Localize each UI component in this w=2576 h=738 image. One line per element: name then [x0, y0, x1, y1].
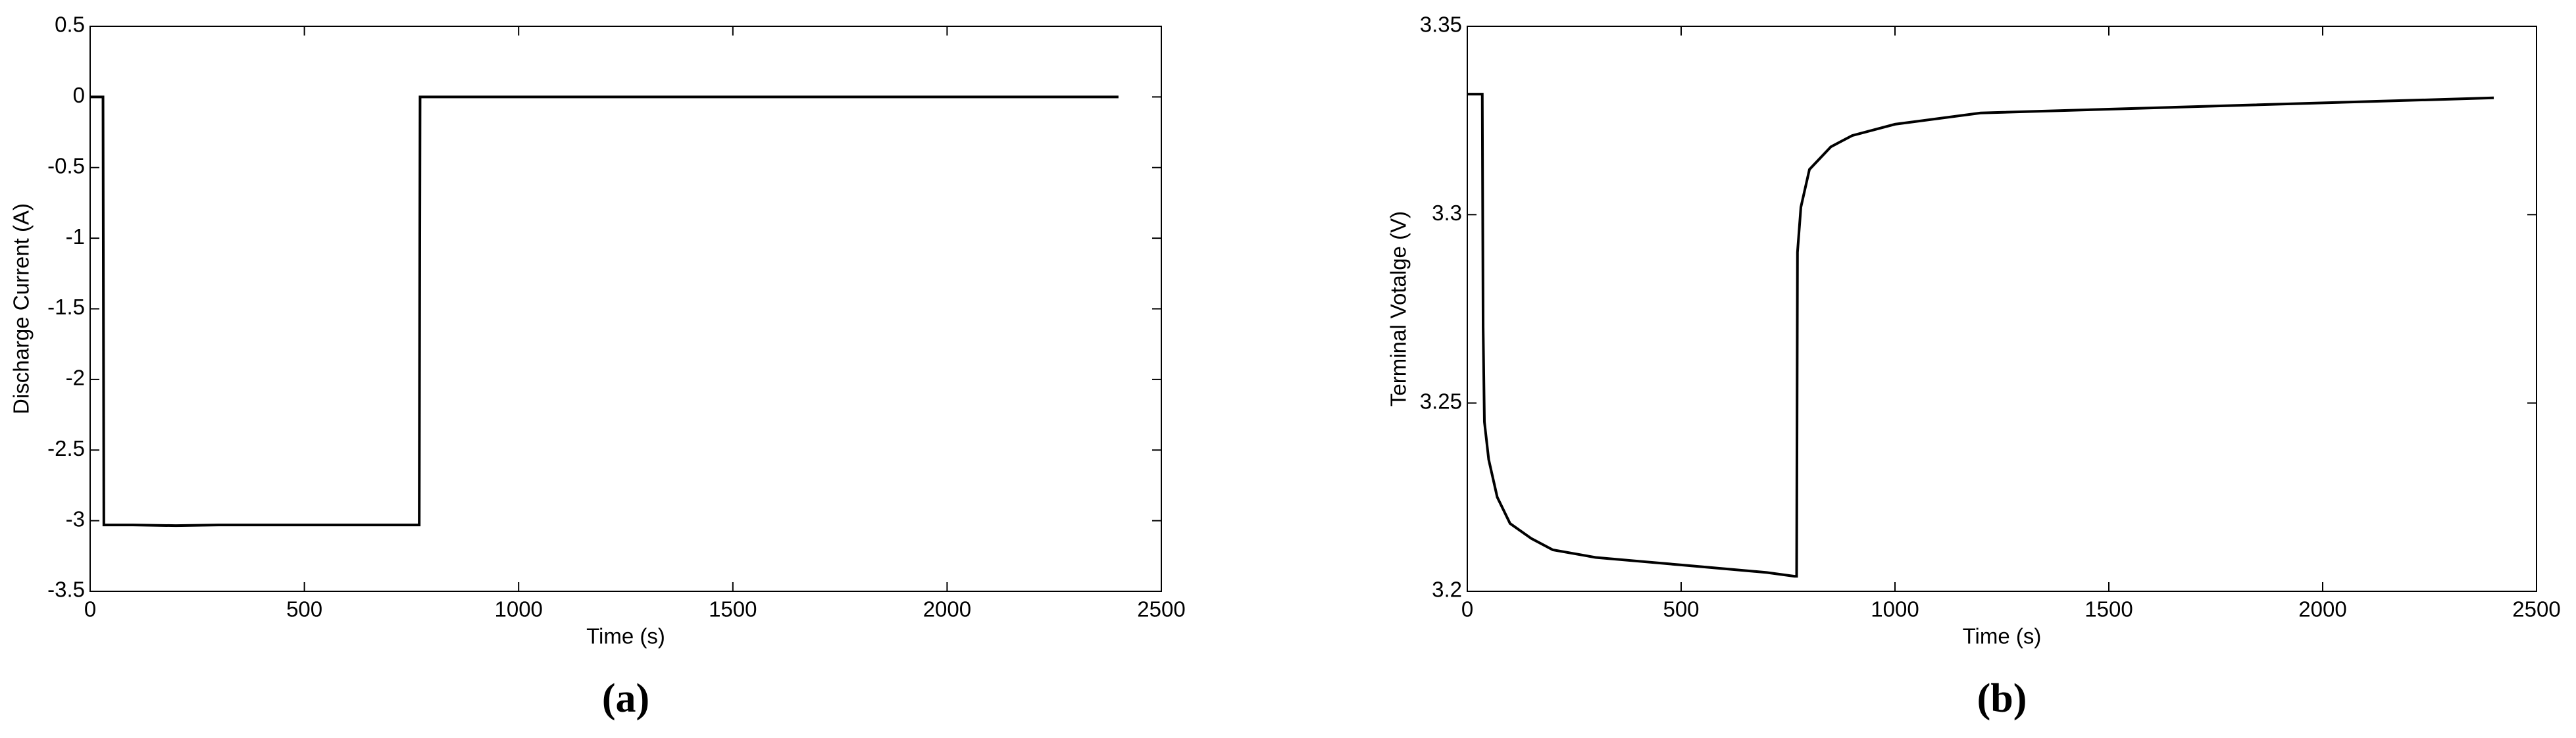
y-tick-label: 3.2 [1432, 578, 1462, 602]
y-tick-label: 3.35 [1420, 12, 1462, 37]
y-axis-label: Discharge Current (A) [9, 203, 34, 414]
y-axis-label: Terminal Votalge (V) [1386, 211, 1411, 406]
x-tick-label: 2500 [2512, 597, 2560, 622]
x-tick-label: 2500 [1137, 597, 1185, 622]
y-tick-label: -2 [66, 366, 85, 390]
y-tick-label: -2.5 [47, 436, 85, 460]
panel-caption: (b) [1977, 676, 2027, 721]
x-tick-label: 0 [84, 597, 96, 622]
y-tick-label: -1.5 [47, 295, 85, 319]
y-tick-label: 3.25 [1420, 389, 1462, 413]
y-tick-label: -3.5 [47, 578, 85, 602]
y-tick-label: -1 [66, 224, 85, 249]
x-tick-label: 0 [1461, 597, 1473, 622]
x-tick-label: 2000 [2298, 597, 2346, 622]
panel-caption: (a) [602, 676, 649, 721]
x-axis-label: Time (s) [1963, 624, 2042, 649]
x-tick-label: 1000 [494, 597, 542, 622]
y-tick-label: 3.3 [1432, 201, 1462, 225]
data-line [90, 95, 1119, 528]
x-tick-label: 2000 [923, 597, 971, 622]
y-tick-label: -3 [66, 506, 85, 531]
x-tick-label: 1000 [1871, 597, 1919, 622]
y-tick-label: -0.5 [47, 153, 85, 178]
y-tick-label: 0.5 [55, 12, 85, 37]
plot-frame [89, 26, 1162, 592]
x-tick-label: 1500 [2084, 597, 2133, 622]
x-tick-label: 500 [286, 597, 322, 622]
y-tick-label: 0 [73, 83, 85, 107]
x-tick-label: 1500 [709, 597, 757, 622]
data-line [1467, 93, 2494, 578]
x-tick-label: 500 [1663, 597, 1699, 622]
x-axis-label: Time (s) [586, 624, 665, 649]
plot-frame [1467, 26, 2537, 592]
